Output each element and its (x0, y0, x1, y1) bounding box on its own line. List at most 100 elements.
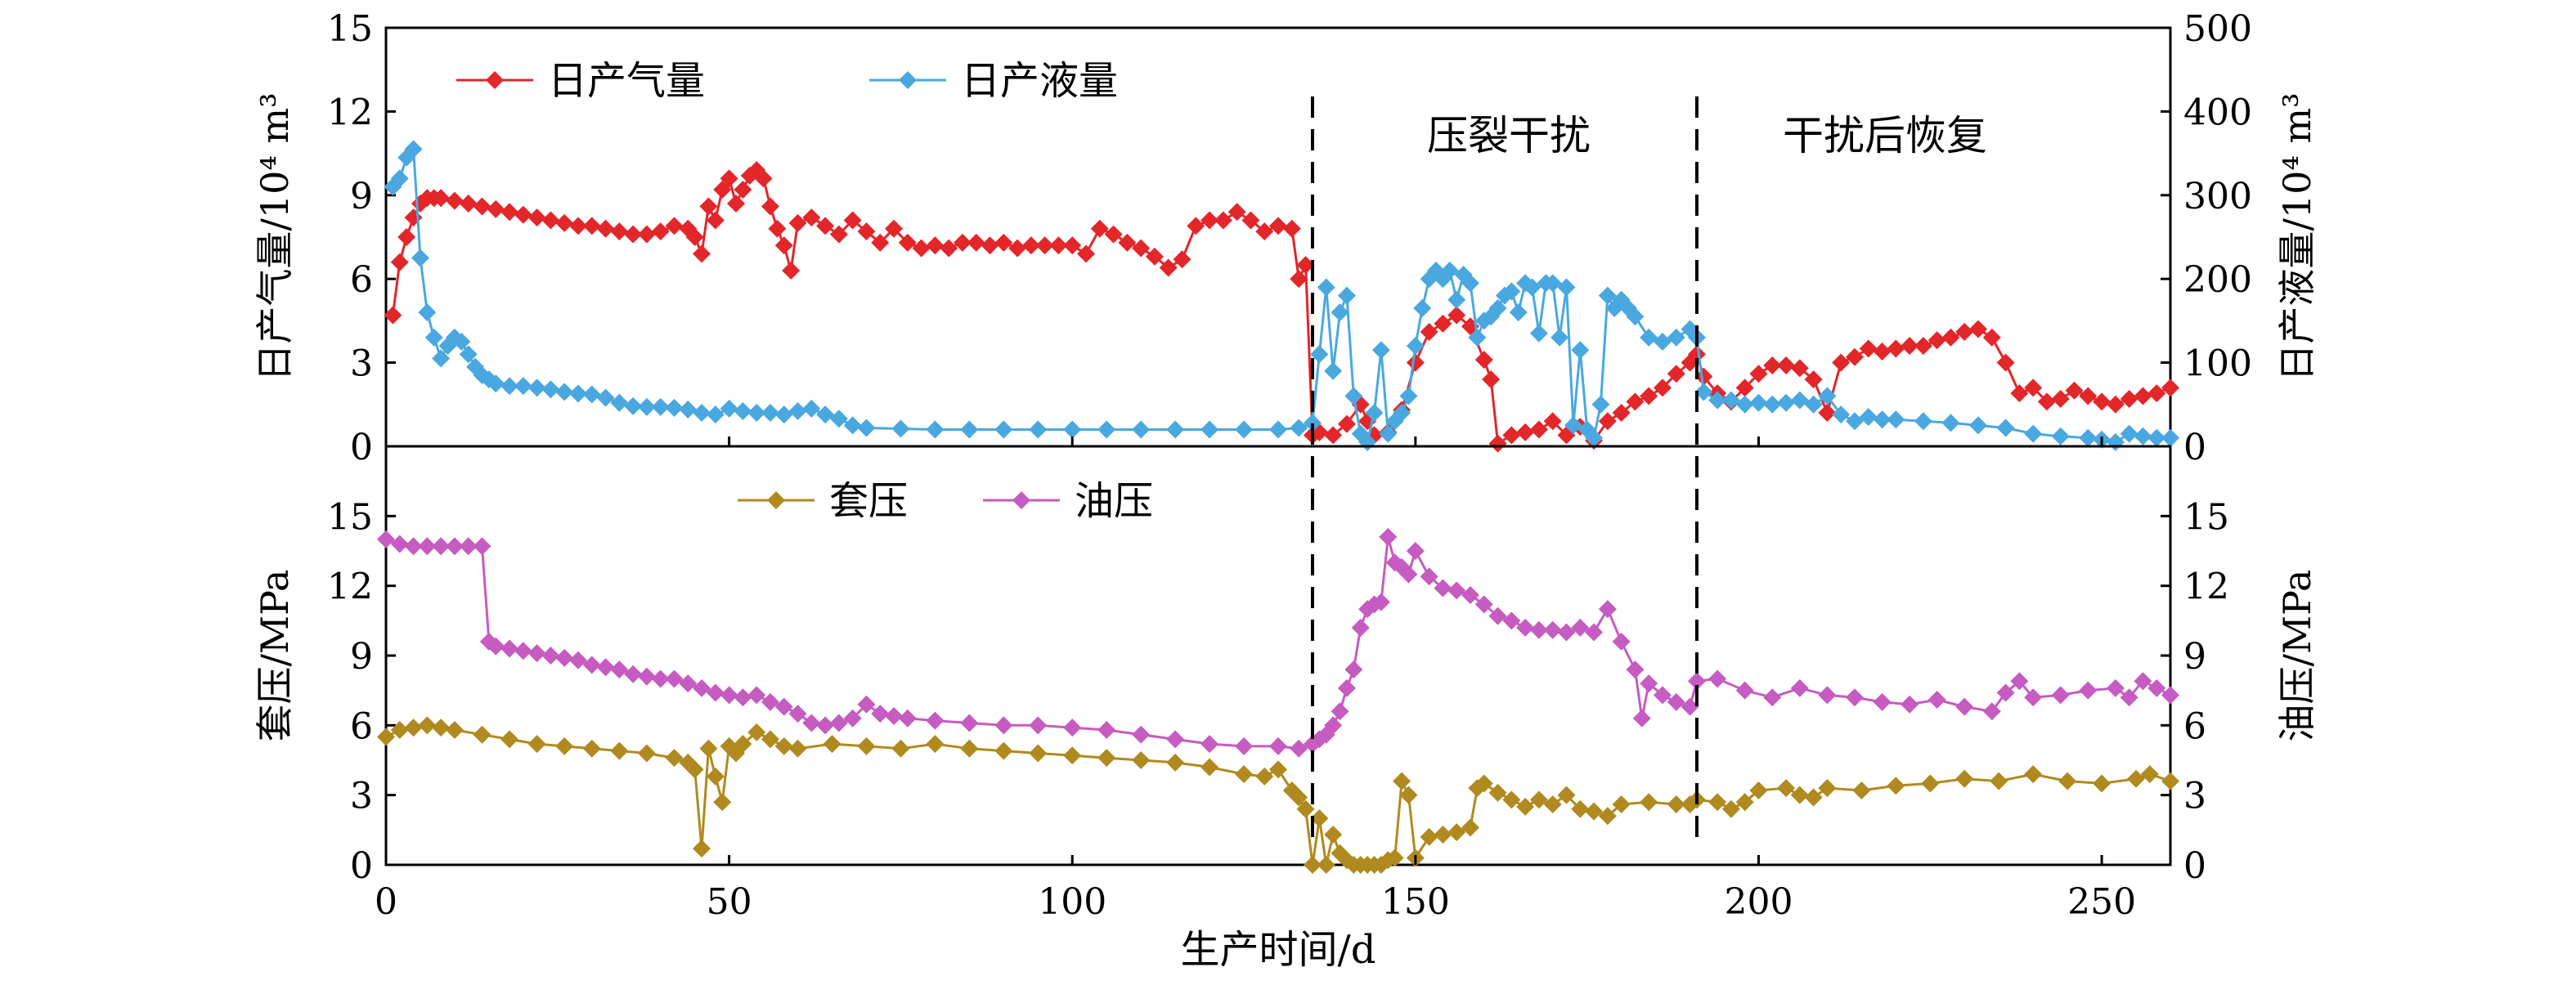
y-left-tick-label: 3 (350, 776, 373, 817)
data-point-tubing (487, 637, 505, 656)
data-point-liquid (1543, 274, 1562, 293)
data-point-tubing (1982, 702, 2001, 721)
data-point-liquid (1029, 420, 1048, 439)
data-point-gas (1612, 404, 1631, 423)
bottom-series (377, 527, 2179, 874)
data-point-casing (891, 739, 910, 758)
data-point-tubing (802, 714, 821, 732)
data-point-tubing (1790, 678, 1809, 697)
data-point-tubing (541, 647, 560, 665)
data-point-gas (829, 225, 848, 244)
data-point-casing (1399, 786, 1418, 804)
data-point-gas (788, 213, 807, 232)
data-point-tubing (568, 651, 587, 669)
data-point-casing (1921, 774, 1940, 793)
data-point-gas (1901, 337, 1919, 356)
data-point-casing (823, 735, 841, 754)
data-point-liquid (610, 393, 629, 412)
y-left-tick-label: 9 (350, 176, 373, 217)
data-point-tubing (1269, 737, 1287, 755)
data-point-liquid (452, 333, 471, 351)
data-point-tubing (1235, 737, 1254, 755)
data-point-liquid (1996, 419, 2015, 437)
data-point-tubing (1996, 683, 2015, 702)
data-point-gas (1832, 353, 1851, 372)
data-point-gas (754, 169, 773, 188)
data-point-tubing (665, 669, 684, 688)
data-point-gas (926, 236, 945, 255)
data-point-gas (432, 189, 451, 208)
data-point-tubing (1653, 686, 1672, 705)
data-point-casing (1749, 781, 1768, 799)
data-point-tubing (459, 537, 478, 556)
data-point-tubing (555, 648, 574, 667)
data-point-gas (1818, 404, 1837, 423)
data-point-casing (693, 839, 711, 858)
data-point-liquid (1873, 410, 1892, 429)
data-point-tubing (1571, 618, 1590, 637)
data-point-gas (1447, 306, 1466, 325)
x-tick-label: 100 (1038, 881, 1106, 923)
data-point-casing (857, 737, 876, 755)
data-point-tubing (2051, 686, 2070, 705)
data-point-gas (500, 203, 519, 222)
data-point-casing (637, 744, 656, 763)
data-point-gas (1687, 345, 1706, 364)
data-point-casing (1887, 777, 1905, 795)
data-point-tubing (1763, 688, 1782, 707)
legend-label: 日产气量 (548, 58, 705, 104)
data-point-gas (637, 225, 656, 244)
data-point-gas (624, 225, 643, 244)
stage-label-recovery: 干扰后恢复 (1783, 112, 1987, 159)
data-point-gas (734, 180, 752, 199)
data-point-gas (1887, 339, 1905, 358)
data-point-gas (2120, 389, 2138, 408)
data-point-tubing (1290, 739, 1308, 758)
data-point-gas (1804, 370, 1823, 389)
data-point-gas (2037, 392, 2056, 411)
data-point-tubing (857, 695, 876, 714)
data-point-gas (1982, 328, 2001, 347)
data-point-liquid (1166, 420, 1185, 439)
data-point-gas (816, 217, 835, 235)
data-point-casing (1721, 799, 1740, 818)
data-point-casing (747, 723, 766, 741)
data-point-gas (1653, 378, 1672, 397)
data-point-tubing (596, 658, 615, 677)
data-point-gas (720, 169, 738, 188)
data-point-liquid (816, 405, 835, 424)
series-gas (384, 161, 2179, 453)
y-right-tick-label: 15 (2183, 496, 2229, 538)
legend-marker (767, 491, 785, 509)
data-point-casing (1324, 826, 1343, 844)
y-right-tick-label: 9 (2183, 636, 2206, 678)
data-point-liquid (891, 419, 910, 438)
data-point-casing (1488, 783, 1507, 802)
data-point-gas (1955, 323, 1974, 342)
data-point-liquid (1365, 404, 1384, 423)
y-left-tick-label: 12 (327, 566, 373, 608)
bottom-plot-frame (384, 445, 2172, 866)
data-point-gas (1077, 244, 1096, 263)
data-point-tubing (1399, 565, 1418, 584)
data-point-gas (1008, 239, 1027, 257)
data-point-casing (734, 735, 752, 754)
data-point-casing (1385, 848, 1404, 867)
data-point-gas (1598, 412, 1617, 431)
data-point-liquid (1385, 412, 1404, 431)
data-point-gas (568, 217, 587, 235)
data-point-gas (713, 180, 732, 199)
data-point-casing (1529, 790, 1548, 809)
data-point-liquid (1317, 278, 1335, 297)
data-point-gas (1529, 420, 1548, 439)
data-point-tubing (1344, 660, 1363, 679)
data-point-liquid (693, 404, 711, 423)
data-point-casing (1447, 823, 1466, 842)
data-point-liquid (596, 388, 615, 407)
data-point-casing (1290, 788, 1308, 807)
data-point-casing (1255, 767, 1274, 786)
data-point-casing (1777, 779, 1796, 798)
data-point-casing (1461, 818, 1479, 837)
x-tick-label: 0 (375, 881, 397, 923)
